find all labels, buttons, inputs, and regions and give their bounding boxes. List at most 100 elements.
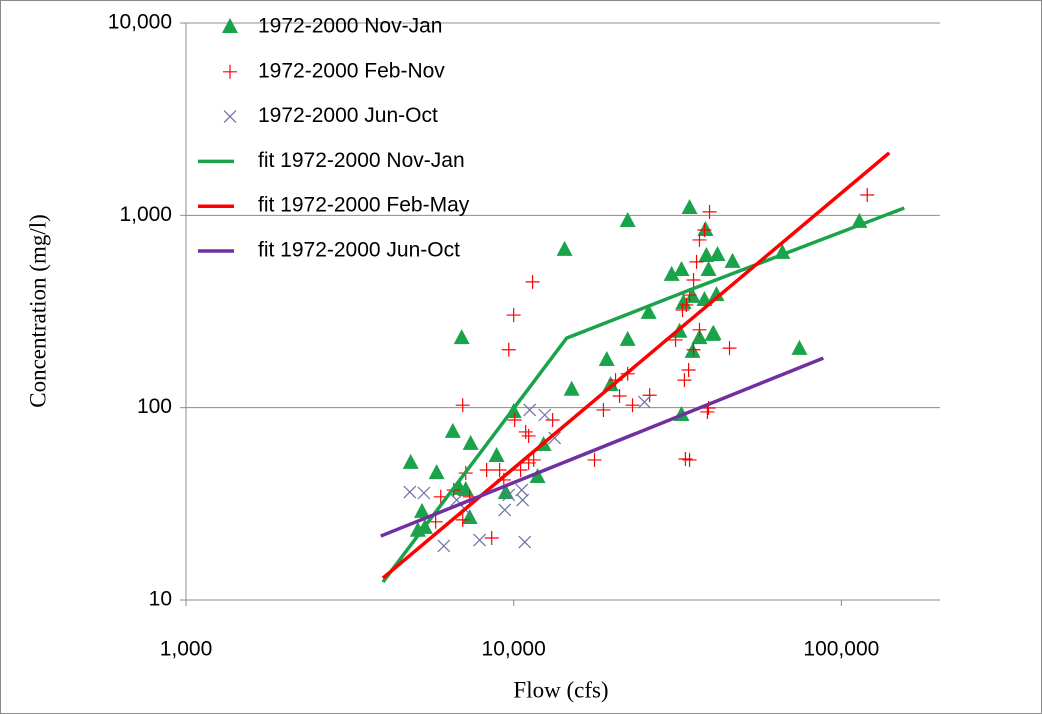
cross-marker	[403, 485, 417, 499]
triangle-marker	[444, 422, 461, 438]
triangle-marker	[705, 324, 722, 340]
plus-marker	[526, 452, 541, 467]
x-tick-label: 10,000	[482, 638, 546, 661]
triangle-marker	[222, 18, 238, 33]
x-tick-label: 1,000	[160, 638, 213, 661]
plus-marker	[689, 254, 704, 269]
plus-marker	[700, 404, 715, 419]
plus-marker	[518, 424, 533, 439]
plus-marker	[642, 388, 657, 403]
cross-marker	[515, 483, 529, 497]
cross-marker	[223, 110, 237, 124]
plus-marker	[428, 514, 443, 529]
cross-marker	[518, 535, 532, 549]
cross-marker	[473, 533, 487, 547]
legend-label: 1972-2000 Nov-Jan	[258, 15, 442, 38]
plus-marker	[668, 332, 683, 347]
triangle-marker	[556, 240, 573, 256]
cross-marker	[548, 431, 562, 445]
legend-label: fit 1972-2000 Jun-Oct	[258, 239, 460, 262]
plus-marker	[677, 373, 692, 388]
plus-marker	[501, 342, 516, 357]
triangle-marker	[700, 260, 717, 276]
triangle-marker	[413, 502, 430, 518]
plus-marker	[492, 463, 507, 478]
cross-marker	[637, 395, 651, 409]
plus-marker	[455, 512, 470, 527]
triangle-marker	[451, 479, 468, 495]
plus-marker	[521, 428, 536, 443]
triangle-marker	[663, 265, 680, 281]
triangle-marker	[681, 198, 698, 214]
triangle-marker	[402, 453, 419, 469]
cross-marker	[498, 503, 512, 517]
plus-marker	[587, 452, 602, 467]
plus-marker	[612, 388, 627, 403]
plus-marker	[506, 308, 521, 323]
plus-marker	[697, 222, 712, 237]
fit-line	[381, 206, 905, 584]
triangle-marker	[673, 260, 690, 276]
triangle-marker	[453, 329, 470, 345]
fit-line	[380, 356, 824, 538]
plus-marker	[455, 398, 470, 413]
triangle-marker	[602, 376, 619, 392]
triangle-marker	[598, 350, 615, 366]
y-tick-label: 10	[149, 588, 172, 611]
triangle-marker	[791, 339, 808, 355]
triangle-marker	[696, 290, 713, 306]
cross-marker	[538, 408, 552, 422]
triangle-marker	[462, 434, 479, 450]
y-tick-label: 1,000	[119, 203, 172, 226]
legend-label: fit 1972-2000 Nov-Jan	[258, 149, 465, 172]
triangle-marker	[428, 464, 445, 480]
plus-marker	[678, 451, 693, 466]
triangle-marker	[709, 245, 726, 261]
legend-label: 1972-2000 Feb-Nov	[258, 59, 445, 82]
plus-marker	[692, 232, 707, 247]
plus-marker	[484, 531, 499, 546]
plus-marker	[692, 322, 707, 337]
triangle-marker	[640, 303, 657, 319]
triangle-marker	[563, 380, 580, 396]
plus-marker	[223, 64, 237, 79]
x-axis-title: Flow (cfs)	[513, 677, 608, 702]
plus-marker	[681, 362, 696, 377]
plus-marker	[686, 342, 701, 357]
plus-marker	[702, 204, 717, 219]
legend-label: fit 1972-2000 Feb-May	[258, 194, 470, 217]
plus-marker	[722, 341, 737, 356]
y-tick-label: 10,000	[108, 11, 172, 34]
fit-line	[381, 151, 891, 580]
cross-marker	[502, 488, 516, 502]
plus-marker	[596, 402, 611, 417]
triangle-marker	[724, 252, 741, 268]
y-tick-label: 100	[137, 395, 172, 418]
triangle-marker	[698, 246, 715, 262]
triangle-marker	[619, 211, 636, 227]
plus-marker	[507, 412, 522, 427]
plus-marker	[513, 463, 528, 478]
plus-marker	[686, 273, 701, 288]
triangle-marker	[708, 286, 725, 302]
plus-marker	[625, 398, 640, 413]
x-tick-label: 100,000	[803, 638, 879, 661]
triangle-marker	[684, 342, 701, 358]
cross-marker	[516, 493, 530, 507]
plus-marker	[525, 274, 540, 289]
cross-marker	[523, 403, 537, 417]
legend-label: 1972-2000 Jun-Oct	[258, 104, 438, 127]
plus-marker	[679, 297, 694, 312]
y-axis-title: Concentration (mg/l)	[25, 214, 50, 408]
plus-marker	[860, 187, 875, 202]
triangle-marker	[488, 446, 505, 462]
cross-marker	[417, 486, 431, 500]
triangle-marker	[619, 330, 636, 346]
triangle-marker	[529, 468, 546, 484]
cross-marker	[437, 539, 451, 553]
plus-marker	[545, 412, 560, 427]
triangle-marker	[697, 220, 714, 236]
